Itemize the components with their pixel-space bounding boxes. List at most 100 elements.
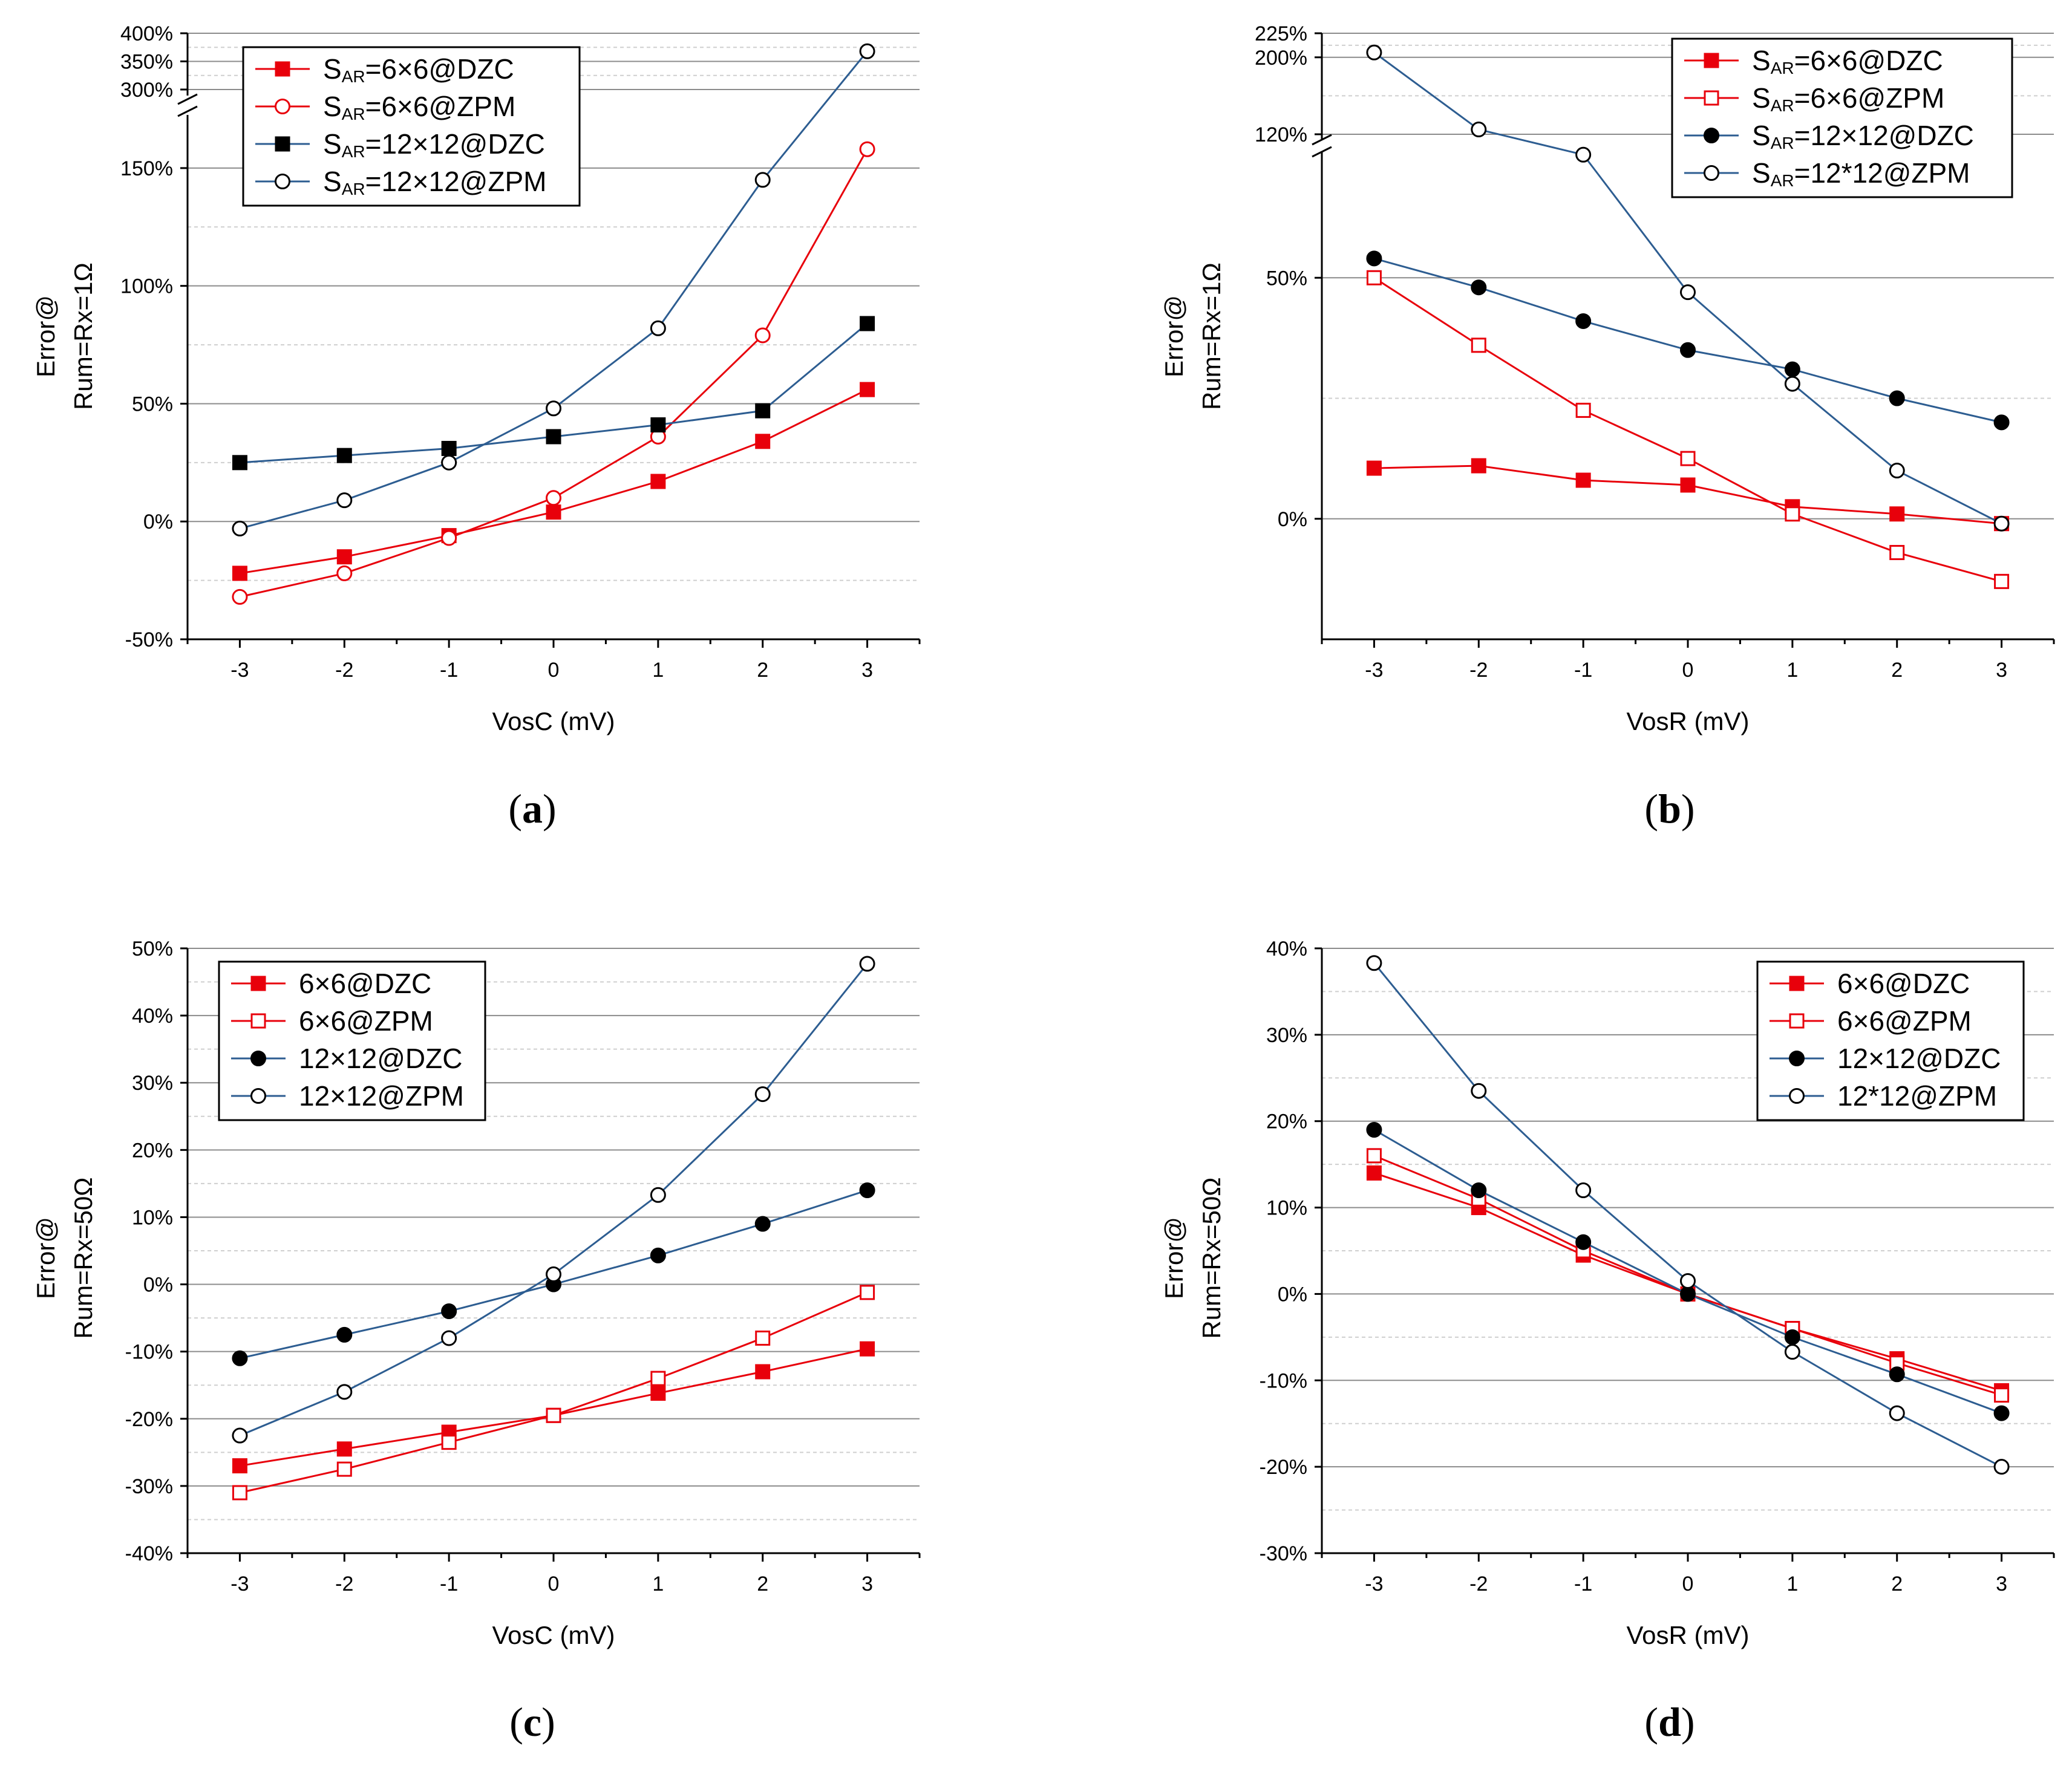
panel-c: -40% -30% -20% -10% 0% 10% 20% 30% 40% 50% -3 -2 -1 0… (31, 937, 921, 1745)
data-point (859, 43, 875, 59)
data-point (650, 1386, 666, 1401)
y-tick-label: 225% (1255, 22, 1307, 45)
y-axis-label: Rum=Rx=50Ω (1197, 1177, 1226, 1338)
data-point (650, 417, 666, 433)
panel-a: -50% 0% 50% 100% 150% 300% 350% 400% -3 -2 -1 0 1 2 3 V… (31, 22, 921, 832)
axis-break-mark (177, 93, 198, 105)
legend-marker (250, 1051, 266, 1066)
legend-marker (1789, 1088, 1805, 1104)
y-tick-label: 10% (1266, 1197, 1307, 1220)
data-point (546, 400, 561, 417)
x-axis-label: VosC (mV) (492, 707, 615, 735)
y-tick-label: 50% (132, 393, 173, 416)
x-tick-label: 3 (861, 1573, 873, 1596)
legend-marker (250, 1013, 266, 1029)
x-tick-label: 2 (757, 659, 768, 682)
data-point (336, 1384, 353, 1400)
data-point (1994, 1387, 2010, 1403)
legend-marker (275, 61, 290, 77)
legend-marker (250, 1088, 266, 1104)
y-tick-label: -30% (1260, 1542, 1307, 1565)
y-axis-label: Rum=Rx=50Ω (69, 1177, 97, 1338)
data-point (441, 1330, 457, 1346)
y-tick-label: 30% (132, 1072, 173, 1095)
data-point (1680, 451, 1696, 466)
x-tick-label: -2 (335, 659, 353, 682)
data-point (1575, 146, 1592, 163)
x-tick-label: -1 (1574, 659, 1592, 682)
data-point (546, 490, 561, 506)
data-point (232, 1485, 247, 1501)
series-line (1374, 464, 2002, 525)
data-point (1889, 463, 1905, 479)
data-point (1994, 573, 2010, 589)
data-point (650, 1371, 666, 1386)
y-tick-label: 50% (132, 937, 173, 960)
data-point (1366, 270, 1382, 285)
series-line (240, 1348, 868, 1467)
x-tick-label: 2 (757, 1573, 768, 1596)
y-tick-label: -10% (125, 1341, 173, 1364)
y-tick-label: 0% (143, 510, 173, 533)
series-3 (232, 43, 875, 536)
x-tick-label: -3 (230, 659, 249, 682)
data-point (1366, 1148, 1382, 1164)
data-point (1575, 472, 1591, 488)
x-tick-label: -3 (1365, 1573, 1383, 1596)
data-point (336, 1461, 352, 1477)
data-point (1366, 460, 1382, 476)
panel-caption: (b) (1644, 786, 1695, 832)
legend-box (1671, 37, 2013, 198)
data-point (755, 403, 771, 419)
data-point (1784, 361, 1800, 377)
x-tick-label: 0 (548, 1573, 560, 1596)
data-point (1889, 390, 1905, 406)
data-point (754, 1216, 771, 1232)
y-axis-label: Rum=Rx=1Ω (1197, 262, 1226, 410)
data-point (232, 455, 247, 471)
data-point (232, 1458, 247, 1474)
data-point (754, 1086, 771, 1103)
y-tick-label: 40% (1266, 937, 1307, 960)
y-tick-label: 400% (120, 22, 173, 45)
data-point (441, 1303, 457, 1319)
data-point (1471, 279, 1487, 296)
y-tick-label: 40% (132, 1005, 173, 1028)
data-point (232, 1350, 248, 1366)
legend-label: SAR=6×6@DZC (323, 53, 514, 86)
data-point (1575, 402, 1591, 418)
y-tick-label: -20% (1260, 1456, 1307, 1479)
data-point (1575, 1234, 1592, 1250)
data-point (232, 588, 248, 605)
data-point (336, 1441, 352, 1457)
panel-caption: (a) (508, 786, 556, 832)
y-tick-label: 200% (1255, 47, 1307, 70)
y-tick-label: -20% (125, 1408, 173, 1431)
data-point (859, 956, 875, 972)
legend-marker (1704, 165, 1719, 181)
series-1 (232, 141, 875, 605)
data-point (1680, 1286, 1696, 1302)
legend: SAR=6×6@DZC SAR=6×6@ZPM SAR=12×12@DZC SAR=1… (1671, 37, 2013, 198)
axis-break-mark (1312, 134, 1332, 146)
y-tick-label: 120% (1255, 123, 1307, 146)
data-point (1366, 1122, 1382, 1138)
data-point (336, 1326, 353, 1343)
data-point (336, 492, 353, 509)
series-2 (1366, 250, 2010, 431)
data-point (1680, 284, 1696, 301)
x-tick-label: 0 (1682, 659, 1694, 682)
x-axis-label: VosR (mV) (1626, 1621, 1749, 1649)
x-tick-label: -3 (1365, 659, 1383, 682)
y-tick-label: 50% (1266, 267, 1307, 290)
x-tick-label: 1 (1786, 659, 1798, 682)
data-point (859, 141, 875, 157)
data-point (860, 1341, 875, 1357)
data-point (1471, 1182, 1487, 1198)
x-tick-label: 1 (652, 1573, 664, 1596)
panel-d: -30% -20% -10% 0% 10% 20% 30% 40% -3 -2 -1 0 1 2 3 VosR… (1160, 937, 2055, 1745)
data-point (650, 320, 666, 336)
series-3 (232, 956, 875, 1444)
data-point (1366, 44, 1382, 60)
